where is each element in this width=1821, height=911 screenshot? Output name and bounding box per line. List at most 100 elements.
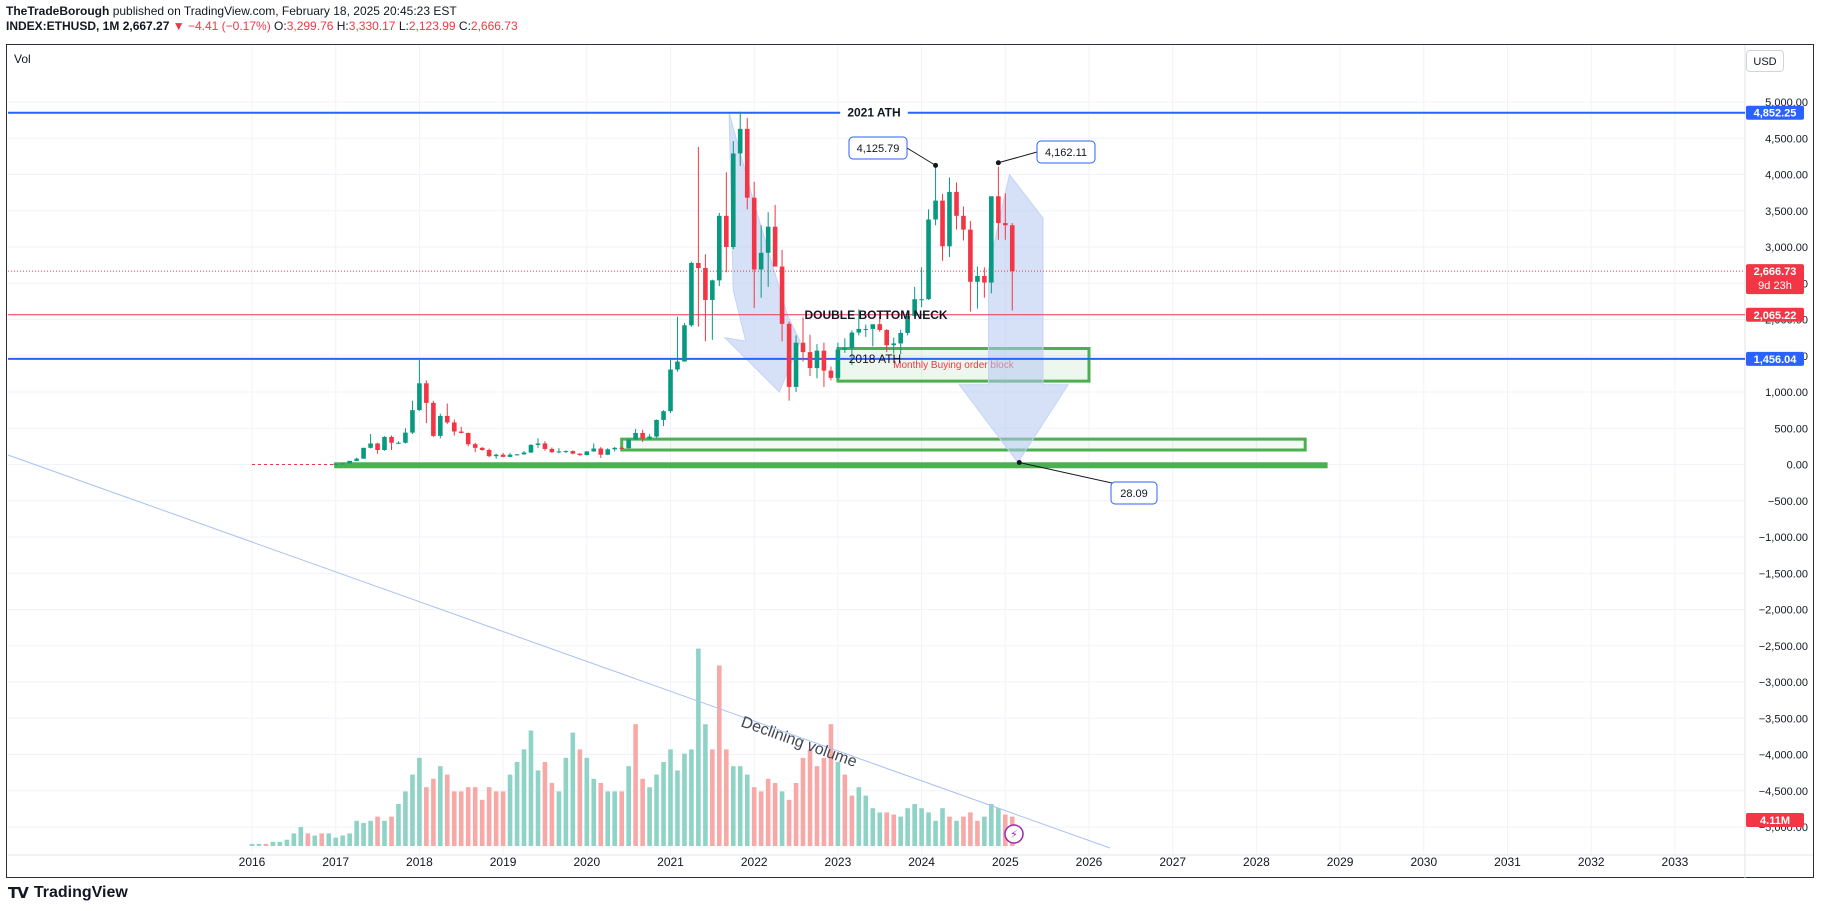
symbol-label[interactable]: INDEX:ETHUSD, 1M bbox=[6, 19, 120, 33]
candle-body bbox=[744, 128, 750, 198]
chart-frame bbox=[6, 44, 1814, 878]
volume-bar bbox=[730, 766, 736, 846]
volume-bar bbox=[577, 749, 583, 846]
volume-bar bbox=[863, 795, 869, 846]
projection-arrow-2025 bbox=[958, 173, 1069, 464]
volume-bar bbox=[870, 808, 876, 846]
volume-bar bbox=[800, 757, 806, 846]
candle-body bbox=[493, 454, 499, 457]
candle-body bbox=[786, 323, 792, 387]
volume-bar bbox=[298, 827, 304, 846]
candle-body bbox=[521, 452, 527, 455]
candle-body bbox=[417, 383, 422, 411]
volume-bar bbox=[765, 778, 771, 846]
x-tick-label: 2032 bbox=[1578, 855, 1605, 869]
badge-volume: 4.11M bbox=[1760, 815, 1790, 827]
price-candles bbox=[333, 111, 1015, 465]
volume-bar bbox=[507, 774, 513, 846]
candle-body bbox=[347, 460, 352, 464]
x-tick-label: 2023 bbox=[825, 855, 852, 869]
currency-button[interactable]: USD bbox=[1746, 50, 1784, 72]
level-label: 2018 ATH bbox=[849, 352, 901, 366]
x-tick-label: 2021 bbox=[657, 855, 684, 869]
callout-leader bbox=[998, 151, 1038, 164]
candle-body bbox=[682, 325, 687, 362]
candle-body bbox=[368, 443, 373, 448]
volume-bar bbox=[877, 812, 883, 846]
volume-bar bbox=[570, 732, 576, 846]
candle-body bbox=[954, 191, 959, 216]
volume-bar bbox=[431, 778, 436, 846]
callout-label: 28.09 bbox=[1120, 488, 1148, 500]
candle-body bbox=[465, 432, 471, 445]
volume-bar bbox=[933, 820, 938, 846]
candle-body bbox=[500, 454, 506, 457]
candle-body bbox=[765, 226, 771, 253]
volume-bar bbox=[263, 843, 269, 846]
y-tick-label: −3,000.00 bbox=[1759, 677, 1808, 689]
callout-box bbox=[1110, 481, 1158, 505]
published-text: published on TradingView.com, February 1… bbox=[112, 4, 457, 18]
volume-bar bbox=[654, 774, 659, 846]
badge-level-2018-ath: 1,456.04 bbox=[1754, 354, 1798, 366]
volume-bar bbox=[716, 665, 722, 846]
x-tick-label: 2028 bbox=[1243, 855, 1270, 869]
volume-bar bbox=[410, 774, 415, 846]
badge-level-2018-ath-bg bbox=[1746, 351, 1804, 366]
volume-bar bbox=[689, 749, 694, 846]
candle-body bbox=[333, 463, 338, 465]
candle-body bbox=[1003, 223, 1008, 226]
volume-pane-label[interactable]: Vol bbox=[14, 52, 31, 66]
volume-bar bbox=[605, 791, 611, 846]
volume-bar bbox=[640, 778, 645, 846]
candle-body bbox=[675, 361, 680, 370]
high-value: 3,330.17 bbox=[348, 19, 396, 33]
volume-bar bbox=[954, 820, 959, 846]
x-tick-label: 2019 bbox=[490, 855, 517, 869]
volume-bar bbox=[326, 833, 332, 846]
candle-body bbox=[800, 342, 806, 353]
callout-anchor-dot bbox=[1016, 459, 1022, 465]
candle-body bbox=[696, 262, 701, 269]
candle-body bbox=[528, 444, 534, 453]
candle-body bbox=[486, 450, 492, 457]
volume-bar bbox=[849, 795, 855, 846]
candle-body bbox=[514, 454, 520, 456]
volume-bar bbox=[389, 816, 394, 846]
volume-bar bbox=[793, 783, 799, 846]
volume-bars bbox=[249, 648, 1015, 846]
author-name[interactable]: TheTradeBorough bbox=[6, 4, 110, 18]
candle-body bbox=[661, 411, 666, 420]
candle-body bbox=[912, 299, 917, 316]
y-tick-label: −1,500.00 bbox=[1759, 568, 1808, 580]
x-tick-label: 2016 bbox=[239, 855, 266, 869]
volume-bar bbox=[996, 808, 1001, 846]
order-block-label: Monthly Buying order block bbox=[893, 360, 1015, 371]
open-value: 3,299.76 bbox=[286, 19, 334, 33]
y-tick-label: 500.00 bbox=[1774, 423, 1808, 435]
candle-body bbox=[870, 324, 876, 329]
candle-body bbox=[605, 449, 611, 455]
volume-bar bbox=[758, 791, 764, 846]
candle-body bbox=[807, 352, 813, 369]
volume-bar bbox=[724, 749, 729, 846]
lightning-glyph: ⚡ bbox=[1010, 829, 1018, 841]
candle-body bbox=[507, 454, 513, 457]
candle-body bbox=[856, 328, 862, 333]
candle-body bbox=[842, 348, 848, 350]
volume-bar bbox=[472, 787, 478, 846]
volume-bar bbox=[256, 843, 262, 846]
volume-bar bbox=[284, 839, 290, 846]
volume-bar bbox=[856, 787, 862, 846]
volume-bar bbox=[340, 835, 345, 846]
candle-body bbox=[849, 332, 855, 349]
candle-body bbox=[772, 226, 778, 267]
volume-bar bbox=[989, 804, 994, 846]
close-label: C: bbox=[458, 19, 471, 33]
tradingview-brand[interactable]: 𝗧𝗩 TradingView bbox=[8, 884, 128, 902]
candle-body bbox=[640, 432, 645, 439]
candle-body bbox=[535, 443, 541, 445]
x-tick-label: 2030 bbox=[1410, 855, 1437, 869]
candle-body bbox=[444, 415, 450, 423]
